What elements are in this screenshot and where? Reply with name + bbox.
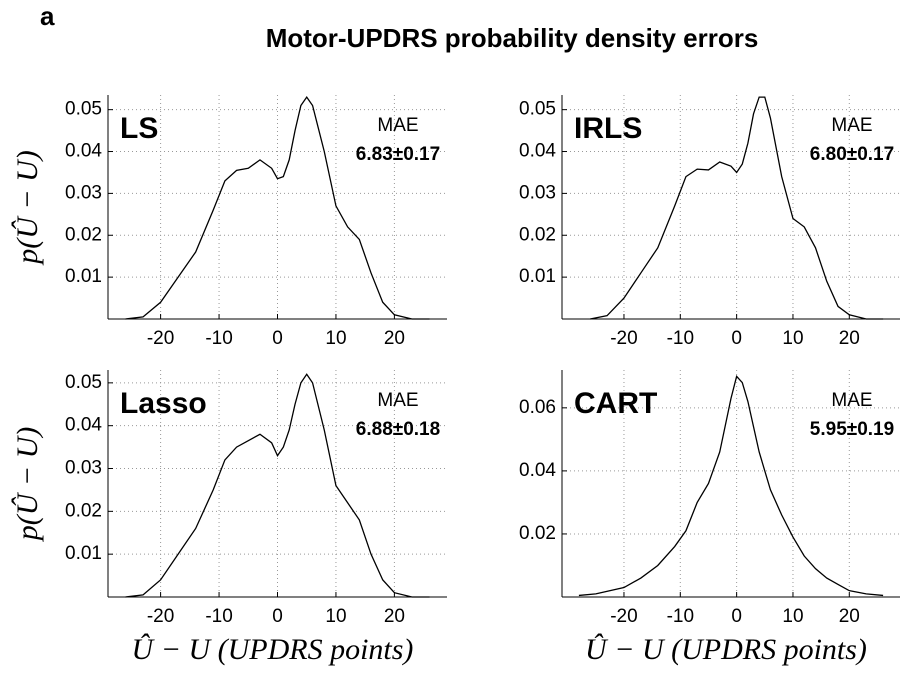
- x-tick-label: -10: [667, 606, 694, 627]
- y-axis-label: p(Û − U): [11, 427, 44, 543]
- y-tick-label: 0.02: [65, 224, 102, 245]
- density-line: [125, 373, 430, 598]
- model-name: Lasso: [120, 387, 207, 420]
- x-tick-label: 20: [384, 328, 405, 349]
- y-tick-label: 0.03: [519, 182, 556, 203]
- x-tick-label: 10: [325, 328, 346, 349]
- x-tick-label: -20: [147, 328, 174, 349]
- y-tick-label: 0.05: [65, 372, 102, 393]
- x-tick-label: 10: [325, 606, 346, 627]
- x-tick-label: -20: [610, 328, 637, 349]
- y-axis-label: p(Û − U): [11, 150, 44, 266]
- x-axis-label: Û − U (UPDRS points): [132, 633, 414, 666]
- y-tick-label: 0.01: [65, 266, 102, 287]
- x-tick-label: -10: [667, 328, 694, 349]
- y-tick-label: 0.03: [65, 182, 102, 203]
- y-tick-label: 0.01: [519, 266, 556, 287]
- y-tick-label: 0.01: [65, 543, 102, 564]
- x-tick-label: -10: [205, 328, 232, 349]
- x-tick-label: -20: [610, 606, 637, 627]
- density-line: [578, 374, 884, 597]
- mae-value: 6.80±0.17: [810, 144, 894, 165]
- y-tick-label: 0.02: [519, 224, 556, 245]
- y-tick-label: 0.03: [65, 458, 102, 479]
- x-tick-label: 10: [782, 606, 803, 627]
- x-tick-label: 0: [272, 606, 283, 627]
- y-tick-label: 0.02: [65, 500, 102, 521]
- model-name: LS: [120, 112, 158, 145]
- x-tick-label: 0: [272, 328, 283, 349]
- density-line: [590, 96, 884, 320]
- y-tick-label: 0.02: [519, 523, 556, 544]
- y-tick-label: 0.04: [519, 141, 556, 162]
- x-tick-label: -20: [147, 606, 174, 627]
- y-tick-label: 0.04: [65, 415, 102, 436]
- x-tick-label: 20: [384, 606, 405, 627]
- model-name: CART: [574, 387, 657, 420]
- x-tick-label: 20: [839, 328, 860, 349]
- mae-label: MAE: [377, 115, 418, 136]
- density-line: [125, 95, 430, 320]
- y-tick-label: 0.05: [519, 99, 556, 120]
- mae-value: 6.88±0.18: [356, 419, 440, 440]
- mae-label: MAE: [831, 115, 872, 136]
- figure-title: Motor-UPDRS probability density errors: [266, 23, 759, 53]
- x-tick-label: 0: [731, 328, 742, 349]
- y-tick-label: 0.06: [519, 397, 556, 418]
- mae-label: MAE: [831, 390, 872, 411]
- mae-label: MAE: [377, 390, 418, 411]
- y-tick-label: 0.04: [65, 141, 102, 162]
- mae-value: 5.95±0.19: [810, 419, 894, 440]
- y-tick-label: 0.05: [65, 99, 102, 120]
- x-tick-label: 20: [839, 606, 860, 627]
- mae-value: 6.83±0.17: [356, 144, 440, 165]
- x-axis-label: Û − U (UPDRS points): [585, 633, 867, 666]
- y-tick-label: 0.04: [519, 460, 556, 481]
- x-tick-label: -10: [205, 606, 232, 627]
- model-name: IRLS: [574, 112, 642, 145]
- x-tick-label: 10: [782, 328, 803, 349]
- x-tick-label: 0: [731, 606, 742, 627]
- panel-label: a: [40, 1, 55, 31]
